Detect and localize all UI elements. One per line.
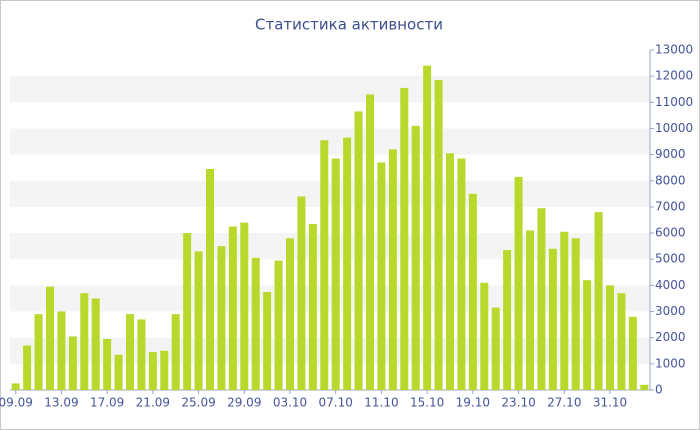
y-tick-label: 6000 <box>655 226 686 240</box>
bar <box>434 80 443 391</box>
bar <box>297 196 306 390</box>
bar <box>571 238 580 390</box>
x-tick-label: 17.09 <box>90 396 124 410</box>
y-tick-label: 5000 <box>655 252 686 266</box>
bar <box>148 352 157 390</box>
bar <box>388 149 397 390</box>
y-tick-label: 10000 <box>655 121 693 135</box>
bar <box>320 140 329 390</box>
bar <box>11 383 20 390</box>
bar <box>240 222 249 390</box>
bar <box>160 350 169 390</box>
chart-title: Статистика активности <box>255 16 443 34</box>
bar <box>46 286 54 390</box>
bar <box>274 260 283 390</box>
y-tick-label: 7000 <box>655 199 686 213</box>
bar <box>126 314 134 390</box>
y-tick-label: 11000 <box>655 95 693 109</box>
bar <box>228 226 237 390</box>
bar <box>23 345 32 390</box>
bar <box>514 176 523 390</box>
x-tick-label: 19.10 <box>456 396 490 410</box>
bar <box>137 319 146 390</box>
x-tick-label: 11.10 <box>364 396 398 410</box>
bar <box>400 87 409 390</box>
bar <box>446 153 454 390</box>
y-tick-label: 4000 <box>655 278 686 292</box>
bar <box>628 316 637 390</box>
bar <box>308 223 317 390</box>
bar <box>57 311 66 390</box>
bar <box>354 111 363 390</box>
y-tick-label: 1000 <box>655 356 686 370</box>
x-tick-label: 23.10 <box>501 396 535 410</box>
grid-band <box>10 128 650 155</box>
grid-band <box>10 180 650 207</box>
bar <box>34 314 43 390</box>
bar <box>366 94 374 390</box>
x-tick-label: 07.10 <box>319 396 353 410</box>
bar <box>343 137 352 390</box>
bar <box>548 248 557 390</box>
bar <box>537 208 546 390</box>
x-tick-label: 29.09 <box>227 396 261 410</box>
bar <box>560 231 569 390</box>
x-tick-label: 27.10 <box>547 396 581 410</box>
bar <box>171 314 180 390</box>
bar <box>263 291 272 390</box>
bar <box>91 298 100 390</box>
bar <box>183 233 192 390</box>
y-tick-label: 0 <box>655 383 663 397</box>
x-tick-label: 13.09 <box>44 396 78 410</box>
grid-band <box>10 76 650 103</box>
bar <box>114 354 123 390</box>
bar <box>468 193 477 390</box>
bar <box>480 282 489 390</box>
bar <box>526 230 534 390</box>
x-tick-label: 03.10 <box>273 396 307 410</box>
x-tick-label: 31.10 <box>593 396 627 410</box>
bar <box>217 246 226 390</box>
bar <box>206 169 214 390</box>
y-tick-label: 12000 <box>655 69 693 83</box>
y-tick-label: 13000 <box>655 43 693 57</box>
bar <box>286 238 294 390</box>
x-tick-label: 15.10 <box>410 396 444 410</box>
bar <box>617 293 626 390</box>
bar <box>251 257 260 390</box>
bar <box>423 65 432 390</box>
bar <box>80 293 89 390</box>
bar <box>411 125 420 390</box>
bar <box>68 336 77 390</box>
y-tick-label: 8000 <box>655 173 686 187</box>
bar <box>640 384 649 390</box>
bar <box>103 339 112 390</box>
bar <box>491 307 500 390</box>
bar <box>194 251 203 390</box>
y-tick-label: 9000 <box>655 147 686 161</box>
y-tick-label: 3000 <box>655 304 686 318</box>
x-tick-label: 21.09 <box>136 396 170 410</box>
bar <box>377 162 386 390</box>
x-tick-label: 09.09 <box>0 396 33 410</box>
bar <box>606 285 614 390</box>
bar <box>331 158 340 390</box>
bar <box>457 158 466 390</box>
bar <box>594 212 603 390</box>
bar <box>503 250 512 390</box>
bar <box>583 280 592 390</box>
y-tick-label: 2000 <box>655 330 686 344</box>
x-tick-label: 25.09 <box>181 396 215 410</box>
